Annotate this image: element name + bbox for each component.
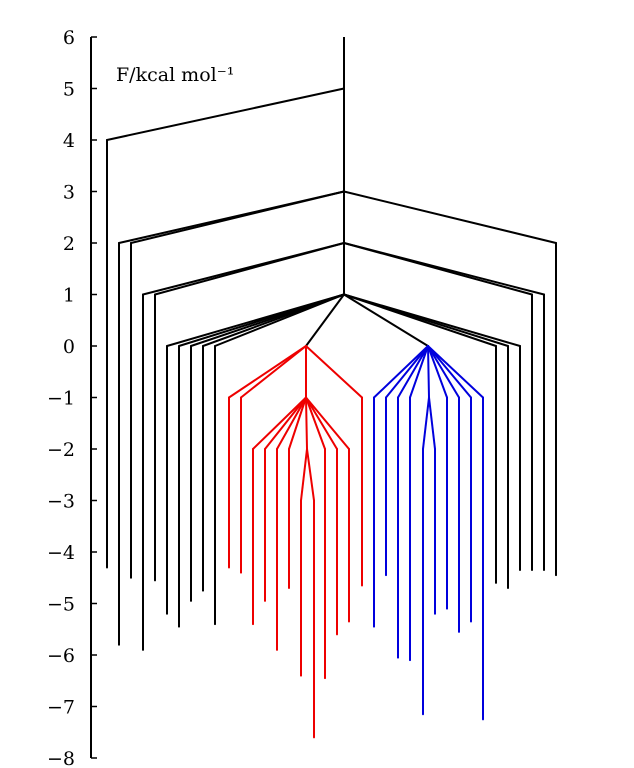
- connector-branch-blue: [385, 345, 429, 399]
- connector-branch-red: [252, 396, 307, 450]
- connector-branch-blue: [427, 345, 484, 399]
- y-tick-label: −5: [47, 594, 75, 616]
- connector-branch-red: [305, 396, 338, 450]
- y-tick-label: 6: [63, 27, 75, 49]
- connector-branch-red: [228, 345, 307, 399]
- y-tick-label: −3: [47, 491, 75, 513]
- connector-branch-red: [288, 396, 307, 450]
- connector-branch-red: [306, 448, 315, 502]
- connector-branch-red: [305, 396, 326, 450]
- y-tick-label: 0: [63, 336, 75, 358]
- y-tick-label: 3: [63, 182, 75, 204]
- connector-branch-red: [264, 396, 307, 450]
- connector-branch-black: [106, 87, 345, 141]
- connector-branch-blue: [427, 345, 430, 399]
- y-tick-label: −6: [47, 645, 75, 667]
- connector-branch-red: [300, 448, 308, 502]
- connector-branch-blue: [427, 345, 460, 399]
- tree-branches: [106, 37, 557, 739]
- connector-branch-blue: [427, 345, 448, 399]
- y-tick-label: −7: [47, 697, 75, 719]
- connector-branch-black: [343, 293, 429, 347]
- connector-branch-blue: [397, 345, 429, 399]
- y-tick-label: −1: [47, 388, 75, 410]
- y-tick-label: 1: [63, 285, 75, 307]
- connector-branch-blue: [428, 396, 436, 450]
- connector-branch-black: [154, 242, 345, 296]
- connector-branch-red: [305, 396, 308, 450]
- connector-branch-black: [343, 293, 521, 347]
- connector-branch-red: [276, 396, 307, 450]
- connector-branch-blue: [409, 345, 429, 399]
- y-tick-label: 4: [63, 130, 75, 152]
- y-axis-title: F/kcal mol⁻¹: [116, 64, 234, 86]
- connector-branch-red: [305, 345, 363, 399]
- y-tick-label: 2: [63, 233, 75, 255]
- y-tick-label: −8: [47, 748, 75, 768]
- connector-branch-red: [240, 345, 307, 399]
- connector-branch-red: [305, 396, 350, 450]
- y-tick-label: −2: [47, 439, 75, 461]
- connector-branch-black: [305, 293, 345, 347]
- connector-branch-black: [343, 242, 545, 296]
- y-tick-label: −4: [47, 542, 75, 564]
- y-axis: 6 5 4 3 2 1 0 −1 −2 −3 −4 −5 −6 −7 −8: [47, 27, 97, 768]
- connector-branch-blue: [373, 345, 429, 399]
- y-tick-label: 5: [63, 79, 75, 101]
- connector-branch-black: [214, 293, 345, 347]
- connector-branch-blue: [422, 396, 430, 450]
- connector-branch-blue: [427, 345, 472, 399]
- connector-branch-black: [343, 190, 557, 244]
- connector-branch-black: [130, 190, 345, 244]
